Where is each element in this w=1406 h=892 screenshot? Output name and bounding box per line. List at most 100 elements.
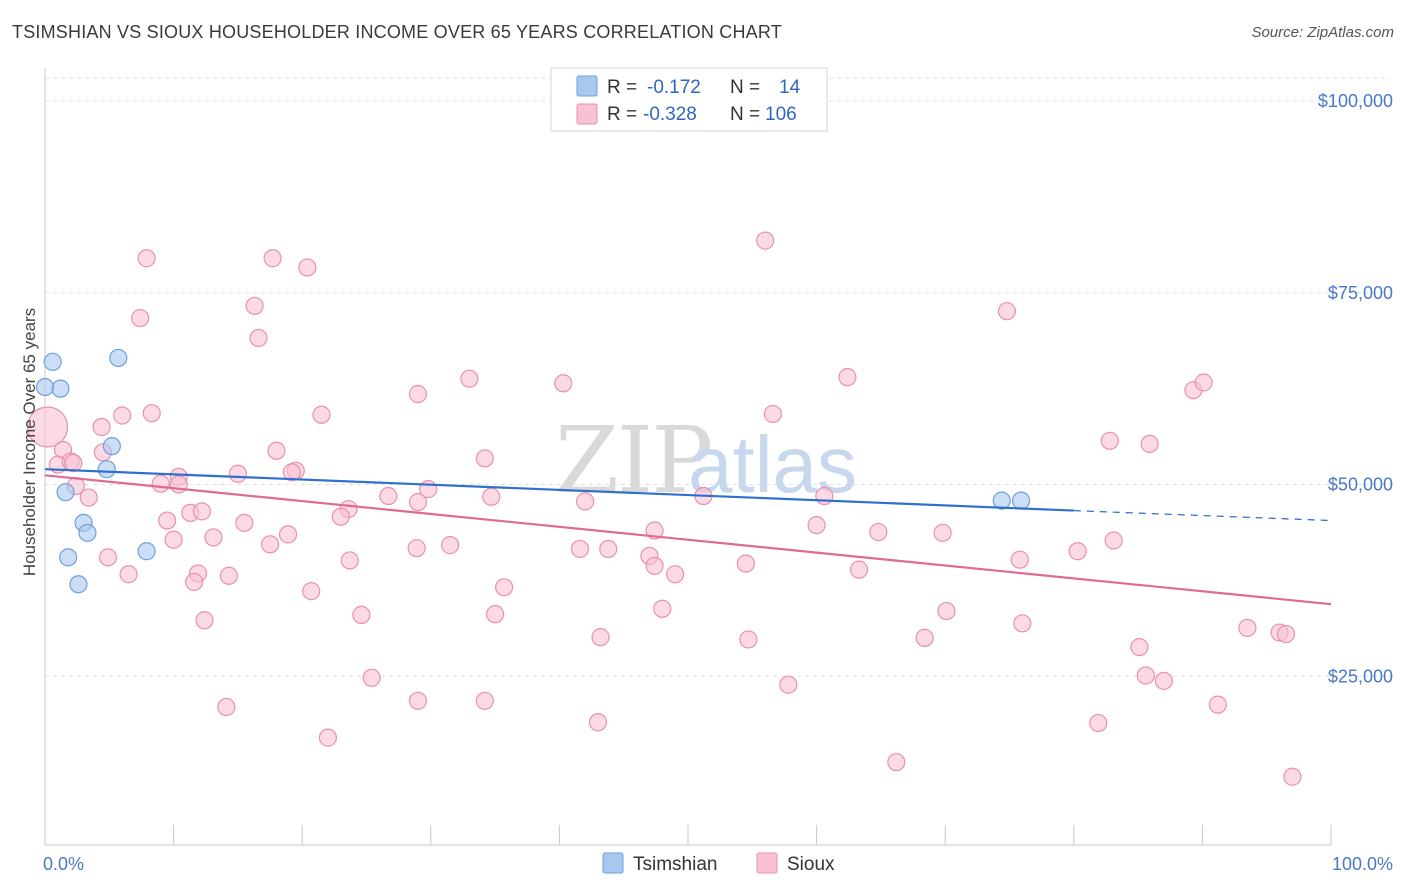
sioux-point — [486, 605, 505, 624]
sioux-point — [1276, 624, 1296, 644]
legend-r-value: -0.172 — [647, 77, 701, 98]
x-tick-label: 0.0% — [43, 854, 84, 874]
correlation-legend: R = -0.172 N = 14 R = -0.328 N = 106 — [550, 67, 828, 132]
y-tick-label: $100,000 — [1318, 91, 1393, 111]
sioux-point — [887, 753, 906, 772]
sioux-point — [267, 441, 286, 460]
sioux-point — [779, 675, 798, 694]
tsimshian-point — [69, 575, 88, 594]
sioux-point — [1068, 542, 1087, 561]
sioux-point — [263, 249, 282, 268]
sioux-point — [666, 565, 685, 584]
legend-n-label: N = — [730, 77, 760, 98]
sioux-point — [185, 572, 204, 592]
watermark: ZIP atlas — [555, 407, 857, 514]
sioux-point — [1013, 614, 1032, 633]
tsimshian-point — [109, 348, 128, 368]
y-tick-labels: $25,000 $50,000 $75,000 $100,000 — [1318, 91, 1393, 686]
tsimshian-point — [56, 483, 75, 502]
sioux-point — [739, 630, 758, 649]
sioux-point — [482, 487, 501, 506]
sioux-point — [869, 522, 888, 542]
tsimshian-point — [43, 352, 62, 371]
sioux-point — [1100, 431, 1119, 450]
sioux-trend-line — [44, 474, 1332, 606]
sioux-point — [1208, 695, 1227, 714]
sioux-point — [362, 668, 381, 687]
sioux-point — [26, 406, 69, 448]
sioux-point — [119, 565, 138, 584]
sioux-point — [937, 601, 956, 621]
sioux-point — [352, 605, 371, 625]
sioux-point — [142, 404, 161, 423]
sioux-point — [653, 599, 672, 618]
sioux-point — [331, 507, 350, 526]
sioux-point — [228, 464, 247, 483]
sioux-point — [1194, 373, 1213, 392]
sioux-point — [599, 539, 618, 559]
sioux-point — [219, 566, 238, 585]
y-tick-label: $50,000 — [1328, 475, 1393, 495]
sioux-point — [440, 536, 460, 555]
sioux-point — [260, 535, 280, 554]
grid-lines — [45, 77, 1391, 677]
legend-n-value: 14 — [779, 77, 801, 98]
tsimshian-trend-extension — [1073, 509, 1332, 522]
sioux-point — [1089, 713, 1108, 733]
y-axis-title: Householder Income Over 65 years — [20, 308, 39, 576]
sioux-point — [736, 554, 755, 573]
data-points — [26, 231, 1302, 786]
sioux-point — [915, 628, 934, 648]
sioux-point — [235, 513, 254, 532]
sioux-point — [997, 302, 1017, 321]
y-tick-label: $25,000 — [1328, 666, 1393, 686]
sioux-point — [408, 384, 428, 404]
y-tick-label: $75,000 — [1328, 283, 1393, 303]
tsimshian-point — [137, 542, 156, 561]
chart-title: TSIMSHIAN VS SIOUX HOUSEHOLDER INCOME OV… — [12, 22, 782, 42]
tsimshian-point — [1011, 491, 1031, 510]
x-tick-labels: 0.0% 100.0% — [43, 854, 1393, 874]
legend-n-value: 106 — [765, 104, 797, 125]
sioux-point — [475, 691, 494, 710]
sioux-point — [807, 516, 826, 535]
sioux-point — [98, 548, 118, 567]
sioux-point — [576, 492, 595, 511]
sioux-point — [1154, 671, 1173, 690]
tsimshian-point — [35, 378, 55, 397]
sioux-point — [1283, 767, 1302, 786]
sioux-point — [92, 417, 111, 437]
sioux-point — [158, 511, 177, 530]
legend-n-label: N = — [730, 104, 760, 125]
sioux-point — [318, 728, 338, 747]
sioux-point — [1136, 666, 1155, 685]
sioux-point — [763, 404, 782, 424]
sioux-point — [340, 551, 359, 570]
sioux-point — [1104, 531, 1123, 550]
sioux-point — [113, 406, 132, 425]
sioux-point — [815, 486, 834, 506]
sioux-point — [79, 488, 98, 507]
sioux-point — [282, 463, 302, 482]
tsimshian-point — [51, 379, 70, 398]
sioux-point — [278, 525, 298, 544]
sioux-point — [217, 697, 236, 717]
sioux-point — [64, 453, 83, 473]
legend-r-value: -0.328 — [643, 104, 697, 125]
sioux-point — [1010, 550, 1029, 569]
sioux-point — [475, 449, 494, 468]
tsimshian-point — [59, 548, 78, 567]
sioux-point — [591, 628, 610, 647]
sioux-point — [1140, 434, 1159, 453]
sioux-point — [407, 539, 426, 558]
legend-label-sioux: Sioux — [787, 854, 835, 875]
sioux-point — [312, 405, 331, 424]
legend-r-label: R = — [607, 77, 637, 98]
tsimshian-point — [102, 437, 121, 456]
sioux-point — [460, 369, 479, 388]
sioux-point — [245, 296, 264, 315]
sioux-point — [645, 521, 664, 540]
legend-r-label: R = — [607, 104, 637, 125]
sioux-point — [151, 474, 170, 493]
sioux-point — [495, 578, 514, 597]
